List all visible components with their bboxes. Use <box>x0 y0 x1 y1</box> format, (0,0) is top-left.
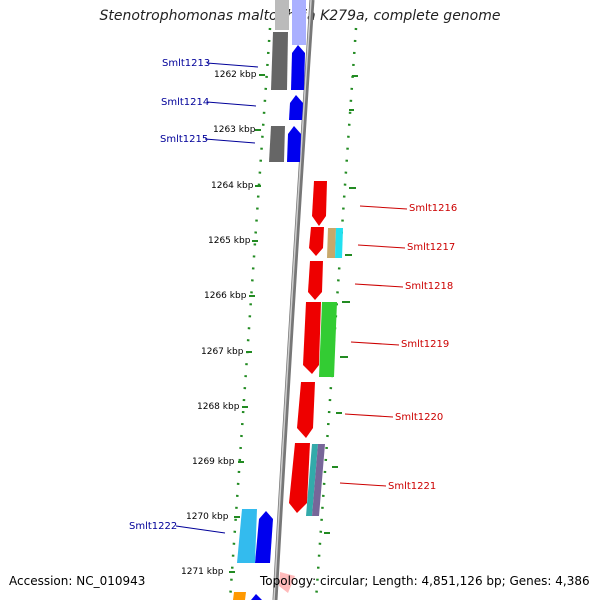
tick-label-1266: 1266 kbp <box>204 291 247 301</box>
gene-1217-cyan <box>335 228 343 258</box>
gene-grey-top <box>275 0 289 30</box>
gene-label-smlt1215[interactable]: Smlt1215 <box>160 134 208 145</box>
pseudogene-1215 <box>269 126 285 162</box>
gene-smlt1213 <box>291 45 305 90</box>
gene-smlt1214 <box>289 95 303 120</box>
tick-label-1263: 1263 kbp <box>213 125 256 135</box>
gene-label-smlt1222[interactable]: Smlt1222 <box>129 521 177 532</box>
gene-bottom-orange <box>233 592 246 600</box>
gene-smlt1222 <box>255 511 273 563</box>
gene-label-smlt1213[interactable]: Smlt1213 <box>162 58 210 69</box>
gene-smlt1217 <box>309 227 324 256</box>
tick-label-1267: 1267 kbp <box>201 347 244 357</box>
tick-label-1269: 1269 kbp <box>192 457 235 467</box>
gene-smlt1216 <box>312 181 327 226</box>
accession-text: Accession: NC_010943 <box>9 574 146 588</box>
gc-ticks-right <box>324 75 358 534</box>
gene-cyan-1222 <box>237 509 257 563</box>
gene-smlt1221 <box>289 443 310 513</box>
gene-smlt1215 <box>287 126 301 162</box>
forward-strand-genes <box>279 181 343 593</box>
gene-1221-teal <box>306 444 318 516</box>
gene-1219-green <box>319 302 337 377</box>
gene-label-smlt1216[interactable]: Smlt1216 <box>409 203 457 214</box>
backbone <box>272 0 315 600</box>
gene-label-smlt1220[interactable]: Smlt1220 <box>395 412 443 423</box>
gene-smlt1219 <box>303 302 321 374</box>
tick-label-1264: 1264 kbp <box>211 181 254 191</box>
kbp-labels: 1262 kbp 1263 kbp 1264 kbp 1265 kbp 1266… <box>181 70 257 577</box>
gene-label-smlt1217[interactable]: Smlt1217 <box>407 242 455 253</box>
reverse-strand-genes <box>233 0 306 600</box>
gene-1221-purple <box>312 444 325 516</box>
backbone-highlight <box>273 0 312 600</box>
kbp-ticks <box>229 74 265 573</box>
gene-smlt1220 <box>297 382 315 438</box>
gene-label-smlt1219[interactable]: Smlt1219 <box>401 339 449 350</box>
gene-smlt1212-top <box>292 0 306 45</box>
topology-text: Topology: circular; Length: 4,851,126 bp… <box>260 574 590 588</box>
tick-label-1265: 1265 kbp <box>208 236 251 246</box>
gene-1217-tan <box>327 228 336 258</box>
gene-label-smlt1221[interactable]: Smlt1221 <box>388 481 436 492</box>
pseudogene-1213 <box>271 32 288 90</box>
tick-label-1268: 1268 kbp <box>197 402 240 412</box>
gene-smlt1218 <box>308 261 323 300</box>
tick-label-1262: 1262 kbp <box>214 70 257 80</box>
leader-lines <box>175 62 408 534</box>
tick-label-1270: 1270 kbp <box>186 512 229 522</box>
tick-label-1271: 1271 kbp <box>181 567 224 577</box>
left-gene-labels: Smlt1213 Smlt1214 Smlt1215 Smlt1222 <box>129 58 210 532</box>
gene-bottom-blue <box>251 594 262 600</box>
gene-bottom-pink <box>279 572 295 593</box>
gene-label-smlt1214[interactable]: Smlt1214 <box>161 97 209 108</box>
gene-label-smlt1218[interactable]: Smlt1218 <box>405 281 453 292</box>
right-gene-labels: Smlt1216 Smlt1217 Smlt1218 Smlt1219 Smlt… <box>388 203 457 492</box>
